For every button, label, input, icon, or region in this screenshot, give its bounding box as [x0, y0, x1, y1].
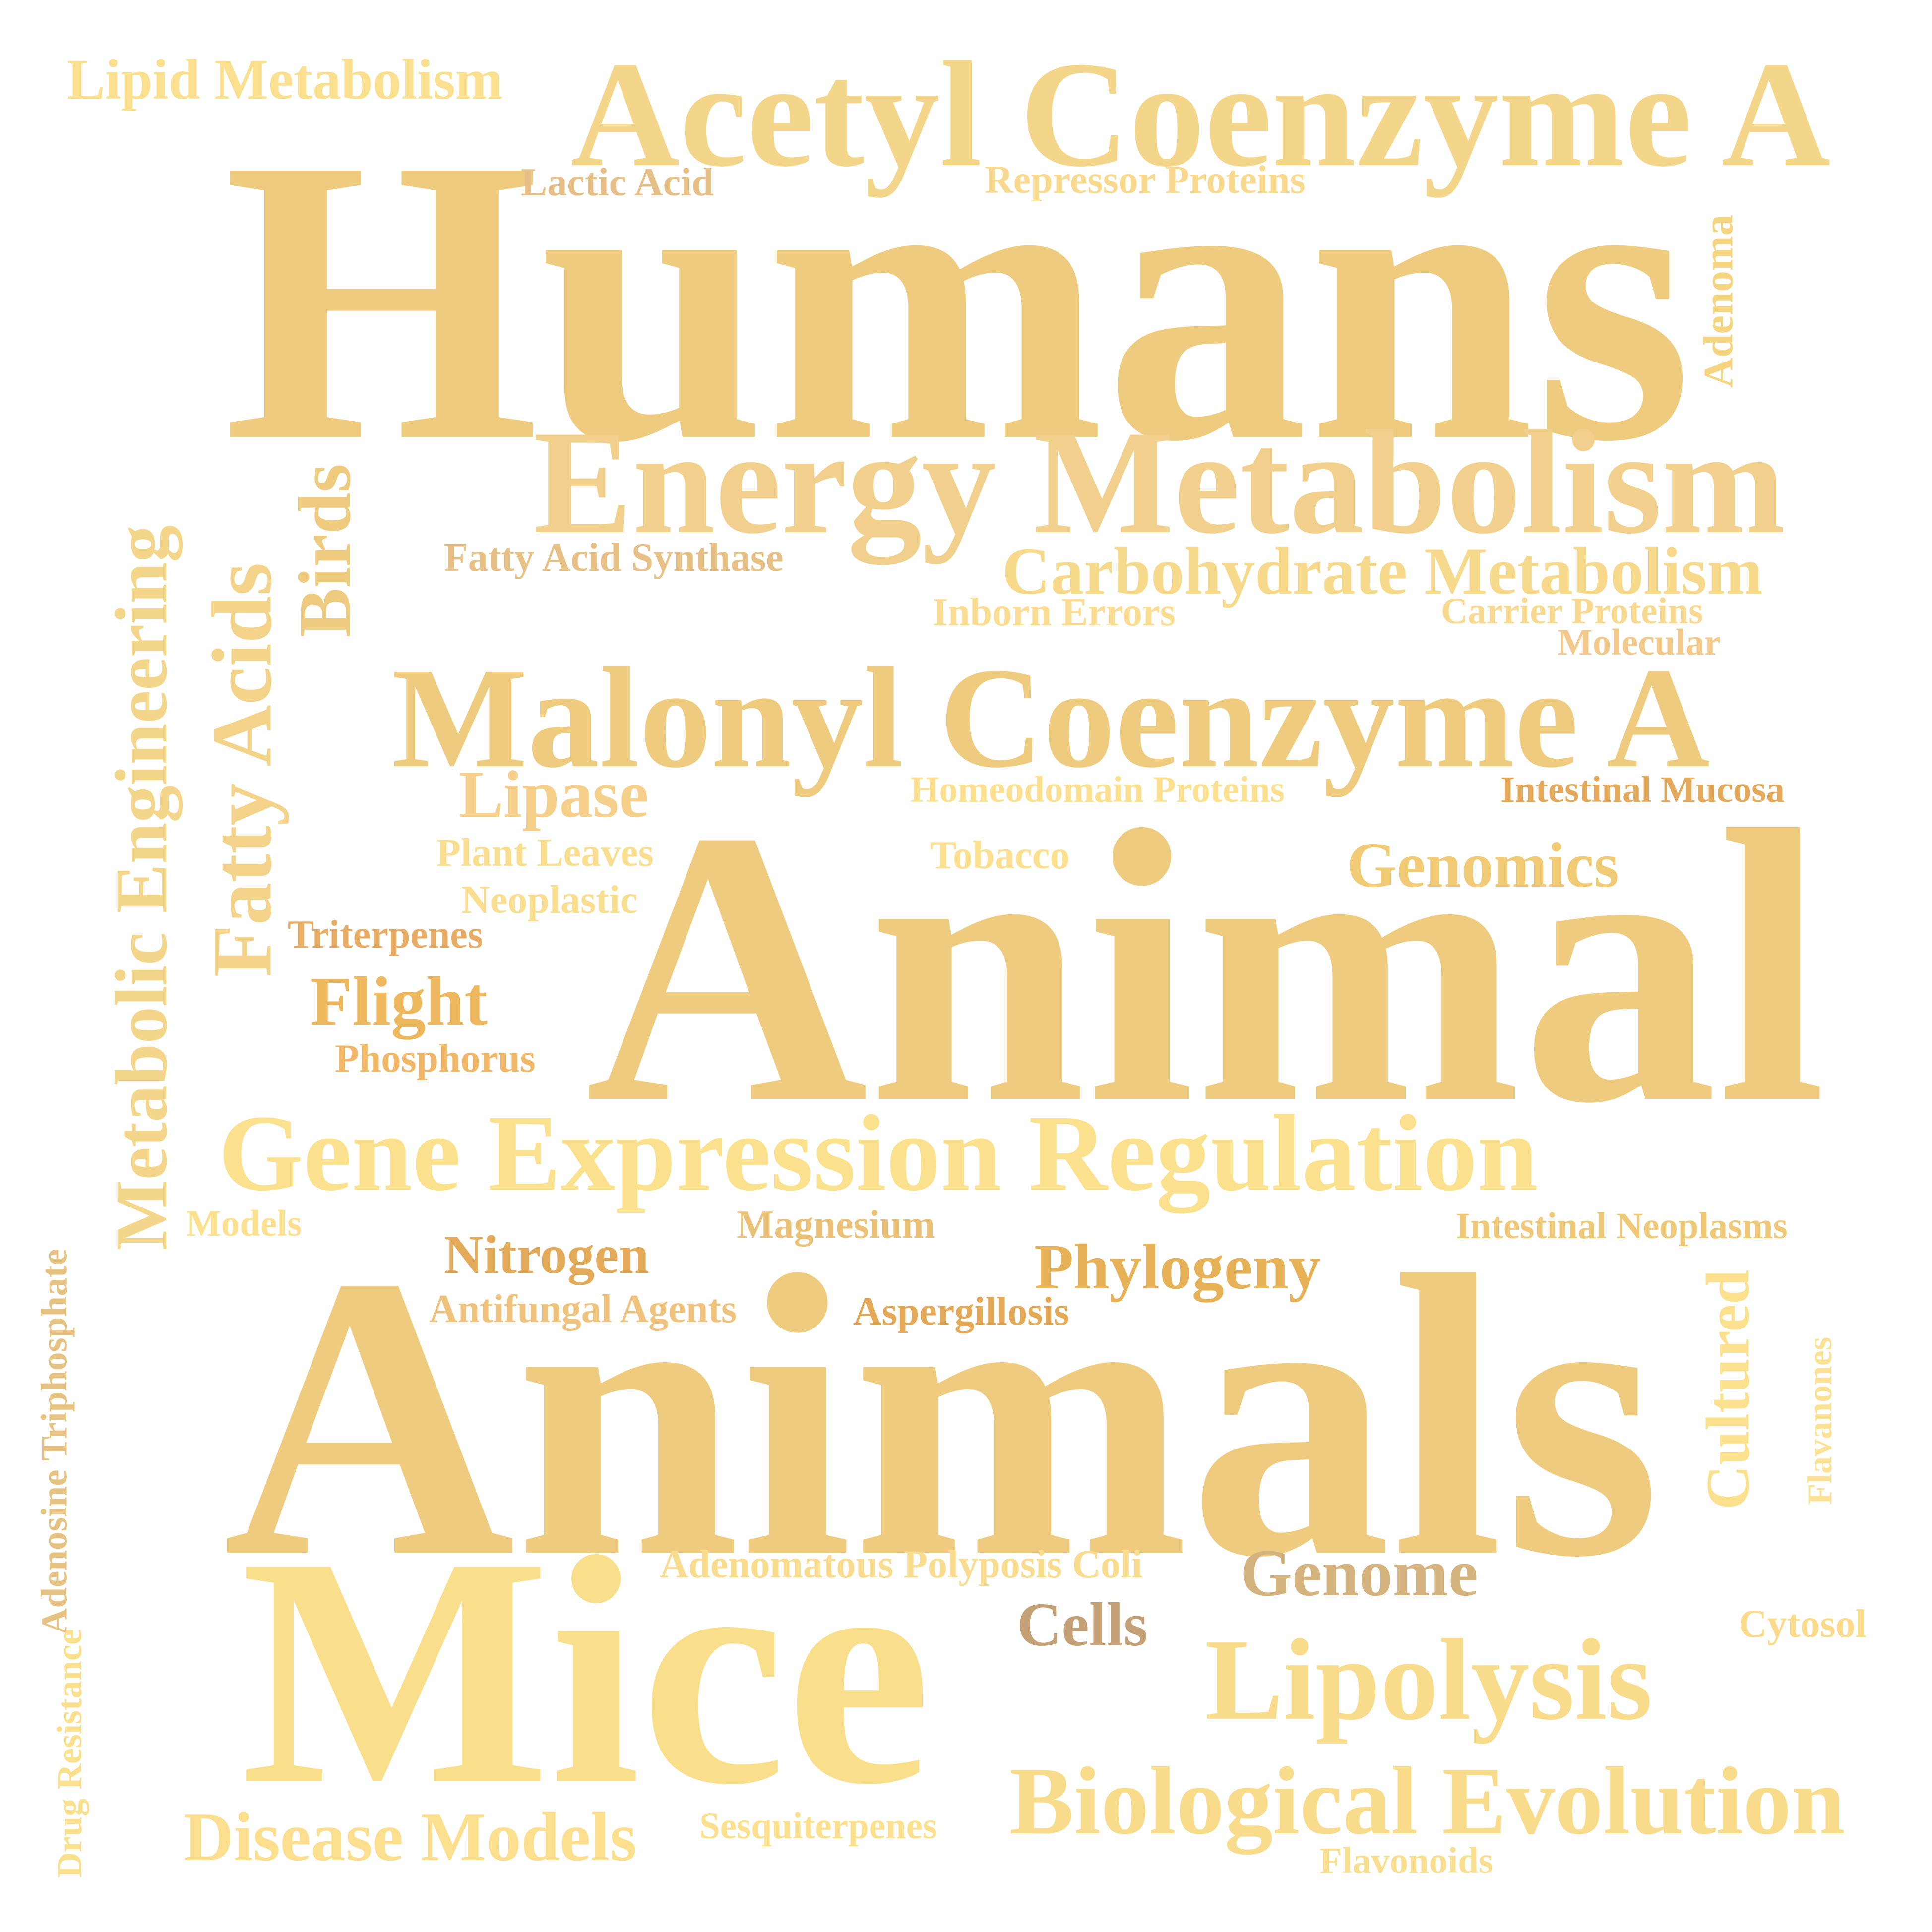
word-carbohydrate-metabolism: Carbohydrate Metabolism — [1002, 535, 1763, 608]
word-models: Models — [186, 1203, 302, 1244]
word-magnesium: Magnesium — [737, 1203, 935, 1247]
word-mice: Mice — [241, 1490, 932, 1852]
word-malonyl-coenzyme-a: Malonyl Coenzyme A — [392, 638, 1711, 797]
word-adenoma: Adenoma — [1695, 214, 1742, 388]
word-lipolysis: Lipolysis — [1205, 1615, 1653, 1744]
word-flavanones: Flavanones — [1801, 1336, 1839, 1505]
word-birds: Birds — [284, 463, 366, 638]
word-gene-expression-regulation: Gene Expression Regulation — [218, 1092, 1538, 1213]
word-sesquiterpenes: Sesquiterpenes — [699, 1806, 937, 1847]
word-cytosol: Cytosol — [1739, 1602, 1867, 1646]
word-plant-leaves: Plant Leaves — [436, 831, 654, 875]
word-lipase: Lipase — [459, 758, 649, 832]
word-acetyl-coenzyme-a: Acetyl Coenzyme A — [570, 30, 1831, 198]
word-fatty-acid-synthase: Fatty Acid Synthase — [444, 536, 784, 580]
word-flight: Flight — [310, 963, 488, 1040]
word-phosphorus: Phosphorus — [335, 1037, 536, 1081]
word-intestinal-mucosa: Intestinal Mucosa — [1500, 769, 1785, 810]
word-metabolic-engineering: Metabolic Engineering — [100, 525, 183, 1251]
word-cells: Cells — [1017, 1591, 1148, 1659]
word-biological-evolution: Biological Evolution — [1009, 1748, 1845, 1855]
word-tobacco: Tobacco — [930, 834, 1070, 877]
word-genome: Genome — [1240, 1536, 1478, 1610]
word-aspergillosis: Aspergillosis — [853, 1290, 1069, 1333]
word-molecular: Molecular — [1558, 622, 1721, 663]
word-antifungal-agents: Antifungal Agents — [429, 1287, 737, 1331]
word-genomics: Genomics — [1347, 830, 1619, 901]
word-flavonoids: Flavonoids — [1319, 1840, 1494, 1881]
word-cultured: Cultured — [1694, 1269, 1763, 1510]
word-animals: Animals — [223, 1193, 1661, 1640]
word-carrier-proteins: Carrier Proteins — [1441, 591, 1703, 632]
word-lactic-acid: Lactic Acid — [521, 161, 714, 204]
word-homeodomain-proteins: Homeodomain Proteins — [910, 769, 1285, 810]
word-humans: Humans — [223, 75, 1693, 525]
word-intestinal-neoplasms: Intestinal Neoplasms — [1456, 1206, 1788, 1247]
word-phylogeny: Phylogeny — [1034, 1231, 1321, 1303]
word-triterpenes: Triterpenes — [288, 913, 483, 957]
word-animal: Animal — [585, 750, 1826, 1184]
word-energy-metabolism: Energy Metabolism — [533, 400, 1786, 564]
word-disease-models: Disease Models — [184, 1799, 637, 1875]
word-drug-resistance: Drug Resistance — [50, 1629, 89, 1878]
word-lipid-metabolism: Lipid Metabolism — [67, 48, 503, 111]
word-adenomatous-polyposis-coli: Adenomatous Polyposis Coli — [660, 1543, 1143, 1586]
word-nitrogen: Nitrogen — [444, 1224, 649, 1285]
word-neoplastic: Neoplastic — [461, 878, 638, 922]
word-repressor-proteins: Repressor Proteins — [985, 158, 1306, 202]
word-inborn-errors: Inborn Errors — [933, 591, 1176, 634]
word-fatty-acids: Fatty Acids — [195, 562, 290, 977]
